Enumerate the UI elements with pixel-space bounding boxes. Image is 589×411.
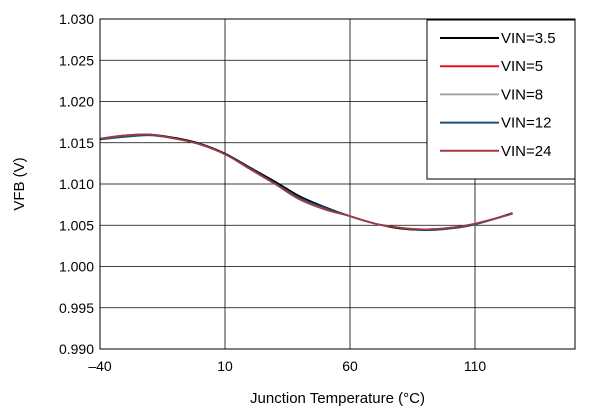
legend-label: VIN=5 [501,58,543,75]
legend-label: VIN=12 [501,115,551,132]
legend-box [426,19,576,180]
y-tick-label: 1.010 [59,176,94,192]
tick-labels: –40 10 60 110 0.990 0.995 1.000 1.005 1.010 1.015… [59,11,486,374]
legend-label: VIN=8 [501,86,543,103]
x-axis-title: Junction Temperature (°C) [250,390,425,407]
series-layer [99,133,513,232]
y-tick-label: 1.030 [59,11,94,27]
y-tick-label: 0.990 [59,341,94,357]
x-tick-label: 60 [342,358,358,374]
series-line-vin-24 [99,133,513,231]
y-tick-label: 0.995 [59,300,94,316]
legend-label: VIN=3.5 [501,30,556,47]
legend: VIN=3.5 VIN=5 VIN=8 VIN=12 VIN=24 [426,19,576,180]
x-tick-label: –40 [88,358,112,374]
legend-label: VIN=24 [501,143,551,160]
y-tick-label: 1.005 [59,217,94,233]
x-tick-label: 10 [217,358,233,374]
y-tick-label: 1.000 [59,259,94,275]
x-tick-label: 110 [464,358,487,374]
y-axis-title: VFB (V) [11,157,28,210]
plot-frame [99,18,576,350]
y-tick-label: 1.025 [59,52,94,68]
y-tick-label: 1.020 [59,94,94,110]
y-tick-label: 1.015 [59,135,94,151]
